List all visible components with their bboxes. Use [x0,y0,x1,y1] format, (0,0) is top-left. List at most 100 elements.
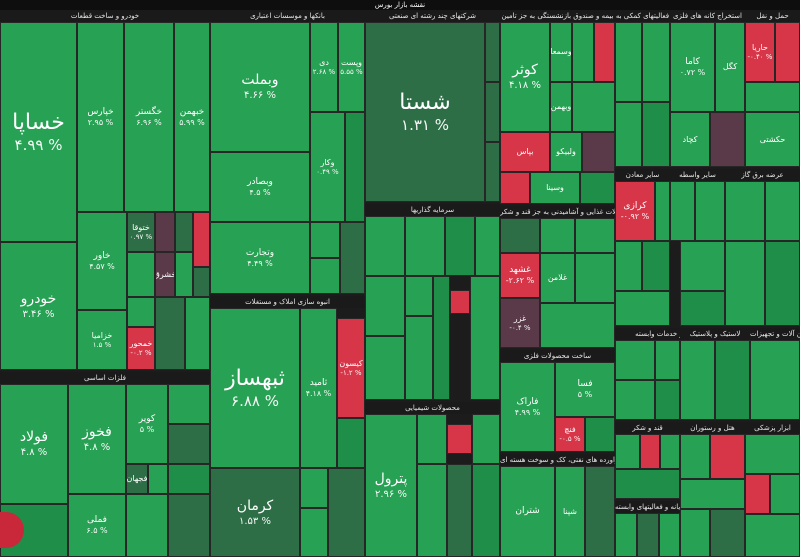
tile-vpast[interactable]: وپست ۵.۵۵ % [338,22,365,112]
tile-vtejarat[interactable]: وتجارت ۴.۴۹ % [210,222,310,294]
tile-small-55[interactable] [540,303,615,348]
tile-small-2[interactable] [175,212,193,252]
tile-dey[interactable]: دی ۲.۶۸ % [310,22,338,112]
tile-fuolad[interactable]: فولاد ۴.۸ % [0,384,68,504]
tile-tharoos[interactable]: کیسون -۱.۲ % [337,318,365,418]
tile-khebahman[interactable]: خبهمن ۵.۹۹ % [174,22,210,212]
tile-small-53[interactable] [575,218,615,253]
tile-small-48[interactable] [582,132,615,172]
tile-small-75[interactable] [637,513,659,557]
tile-small-67[interactable] [655,340,680,380]
tile-khazamia[interactable]: خزامیا ۱.۵ % [77,310,127,370]
tile-small-9[interactable] [185,297,210,370]
tile-small-5[interactable] [175,252,193,297]
tile-vsaba[interactable]: وسینا [530,172,580,204]
tile-hakeshti[interactable]: حکشتی [745,112,800,167]
tile-small-72[interactable] [660,434,680,469]
tile-small-93[interactable] [725,241,765,326]
tile-small-70[interactable] [615,434,640,469]
tile-small-89[interactable] [775,22,800,82]
tile-vbemellat[interactable]: وبملت ۴.۶۶ % [210,22,310,152]
tile-small-95[interactable] [750,340,800,420]
tile-small-27[interactable] [485,142,500,202]
tile-small-32[interactable] [365,276,405,336]
tile-small-4[interactable] [127,252,155,297]
tile-small-18[interactable] [310,222,340,258]
tile-shasta[interactable]: شستا ۱.۳۱ % [365,22,485,202]
tile-small-87[interactable] [680,509,710,557]
tile-small-66[interactable] [615,340,655,380]
tile-kowsar[interactable]: کوثر ۴.۱۸ % [500,22,550,132]
tile-small-38[interactable] [470,276,500,400]
tile-fesa[interactable]: فسا ۵ % [555,362,615,417]
tile-small-41[interactable] [472,414,500,464]
tile-small-24[interactable] [328,468,365,557]
tile-small-11[interactable] [168,384,210,424]
tile-small-40[interactable] [447,424,472,454]
tile-shatran[interactable]: شتران [500,466,555,557]
tile-small-57[interactable] [585,466,615,557]
tile-small-49[interactable] [500,172,530,204]
tile-small-8[interactable] [155,297,185,370]
tile-small-98[interactable] [770,474,800,514]
tile-khoshrg[interactable]: خشرق [155,252,175,297]
tile-shapna[interactable]: شپنا [555,466,585,557]
tile-kerman[interactable]: کرمان ۱.۵۳ % [210,468,300,557]
tile-small-7[interactable] [127,297,155,327]
tile-small-6[interactable] [193,267,210,297]
tile-vkar[interactable]: وکار ۰.۴۹ % [310,112,345,222]
tile-small-71[interactable] [640,434,660,469]
tile-small-17[interactable] [345,112,365,222]
tile-small-42[interactable] [417,464,447,557]
tile-khodro[interactable]: خودرو ۳.۴۶ % [0,242,77,370]
tile-ktamo[interactable]: کاما ۰.۷۲ % [670,22,715,112]
tile-small-33[interactable] [365,336,405,400]
tile-fameli[interactable]: فملی ۶.۵ % [68,494,126,557]
tile-small-84[interactable] [680,434,710,479]
tile-small-90[interactable] [745,82,800,112]
tile-small-56[interactable] [585,417,615,452]
tile-small-14[interactable] [168,464,210,494]
tile-small-29[interactable] [405,216,445,276]
tile-vbimeh[interactable]: بپاس [500,132,550,172]
tile-farak[interactable]: فاراک ۴.۹۹ % [500,362,555,452]
tile-fakhooz[interactable]: فخوز ۴.۸ % [68,384,126,494]
tile-small-26[interactable] [485,82,500,142]
tile-small-76[interactable] [659,513,680,557]
tile-small-68[interactable] [615,380,655,420]
tile-small-61[interactable] [642,102,670,167]
tile-small-37[interactable] [433,276,450,400]
tile-small-13[interactable] [148,464,168,494]
tile-small-21[interactable] [337,418,365,468]
tile-small-65[interactable] [615,291,670,326]
tile-small-80[interactable] [680,241,725,291]
tile-gholaf[interactable]: غلامن [540,253,575,303]
tile-small-77[interactable] [710,112,745,167]
tile-small-36[interactable] [405,316,433,400]
tile-small-45[interactable] [572,22,594,82]
tile-vsam[interactable]: وسمعا [550,22,572,82]
tile-small-83[interactable] [715,340,750,420]
tile-small-52[interactable] [540,218,575,253]
tile-small-59[interactable] [642,22,670,102]
tile-small-99[interactable] [745,514,800,557]
tile-small-88[interactable] [710,509,745,557]
tile-small-28[interactable] [365,216,405,276]
tile-small-22[interactable] [300,468,328,508]
tile-small-82[interactable] [680,340,715,420]
tile-small-23[interactable] [300,508,328,557]
tile-small-78[interactable] [670,181,695,241]
tile-khetoga[interactable]: ختوقا ۰.۹۷ % [127,212,155,252]
tile-petrol[interactable]: پترول ۲.۹۶ % [365,414,417,557]
tile-small-85[interactable] [710,434,745,479]
tile-small-47[interactable] [572,82,615,132]
tile-small-74[interactable] [615,513,637,557]
tile-small-44[interactable] [472,464,500,557]
tile-small-97[interactable] [745,474,770,514]
tile-small-31[interactable] [475,216,500,276]
tile-vabali[interactable]: ولبیکو [550,132,582,172]
tile-small-34[interactable] [405,276,433,316]
tile-small-25[interactable] [485,22,500,82]
tile-thmaskan[interactable]: ثامید ۴.۱۸ % [300,308,337,468]
tile-haverna[interactable]: حاریا -۰.۴۰ % [745,22,775,82]
